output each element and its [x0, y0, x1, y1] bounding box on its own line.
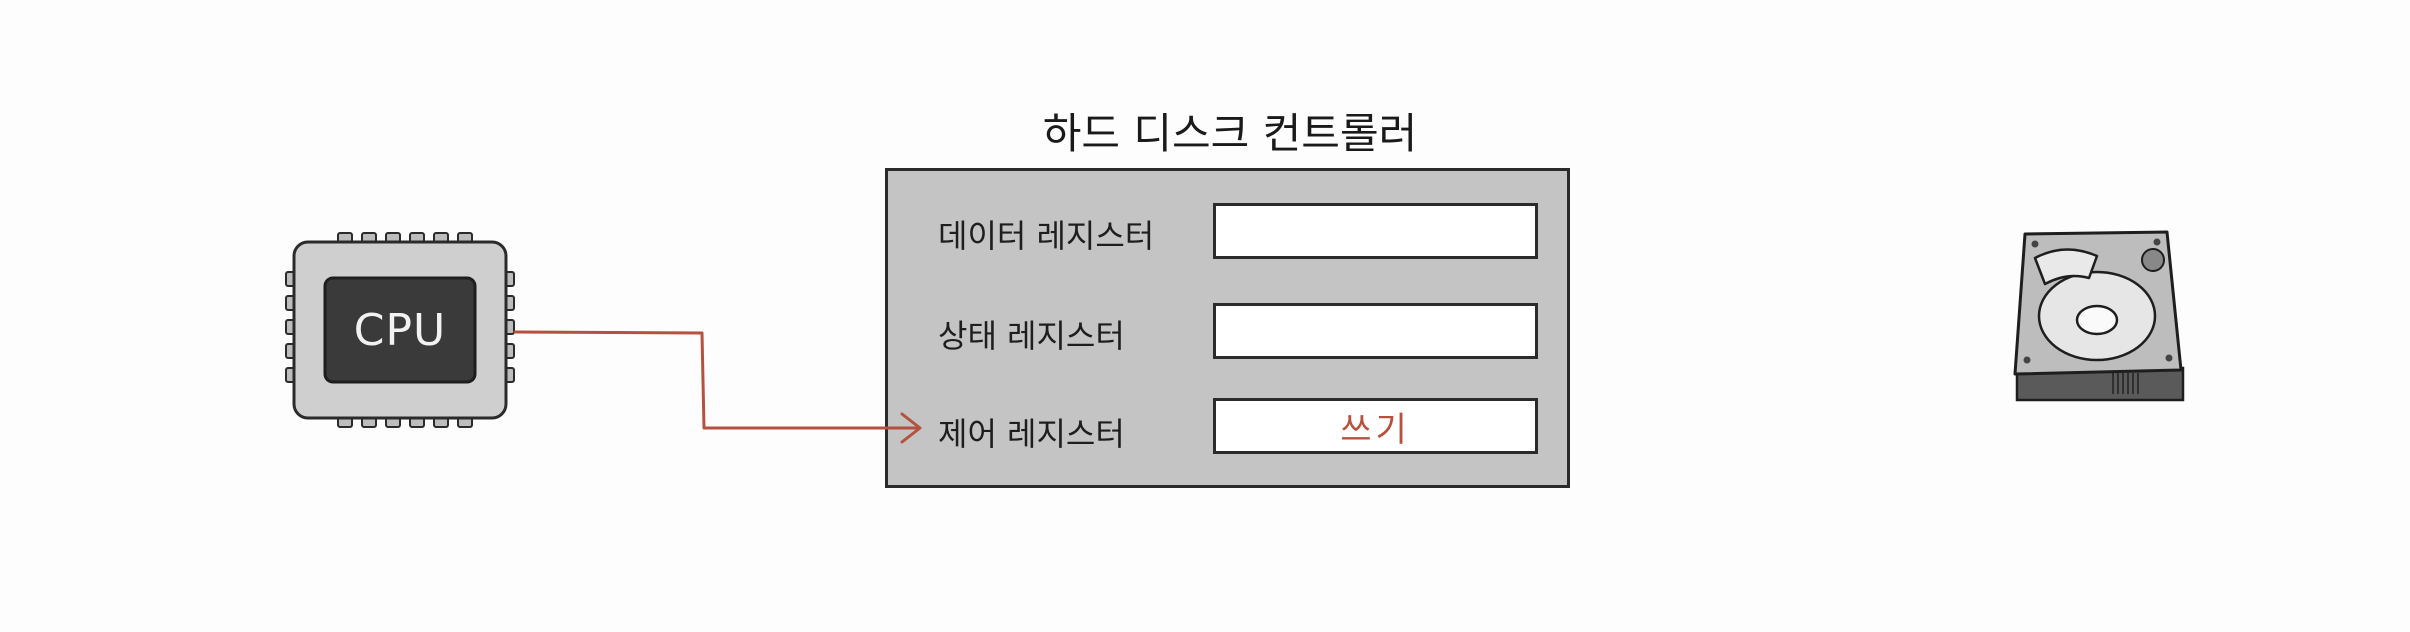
- control-register-label: 제어 레지스터: [938, 415, 1125, 453]
- cpu-label: CPU: [353, 304, 447, 356]
- status-register-field: [1213, 303, 1538, 359]
- hard-disk-controller: 데이터 레지스터 상태 레지스터 제어 레지스터 쓰기: [885, 168, 1570, 488]
- controller-title: 하드 디스크 컨트롤러: [1042, 109, 1418, 158]
- data-register-field: [1213, 203, 1538, 259]
- cpu-chip: CPU: [280, 230, 520, 430]
- status-register-label: 상태 레지스터: [938, 317, 1125, 355]
- hard-disk-icon: [2013, 230, 2185, 402]
- hard-disk-drive: [2005, 228, 2195, 408]
- cpu-chip-icon: [285, 232, 515, 428]
- control-register-field: 쓰기: [1213, 398, 1538, 454]
- data-register-label: 데이터 레지스터: [938, 217, 1155, 255]
